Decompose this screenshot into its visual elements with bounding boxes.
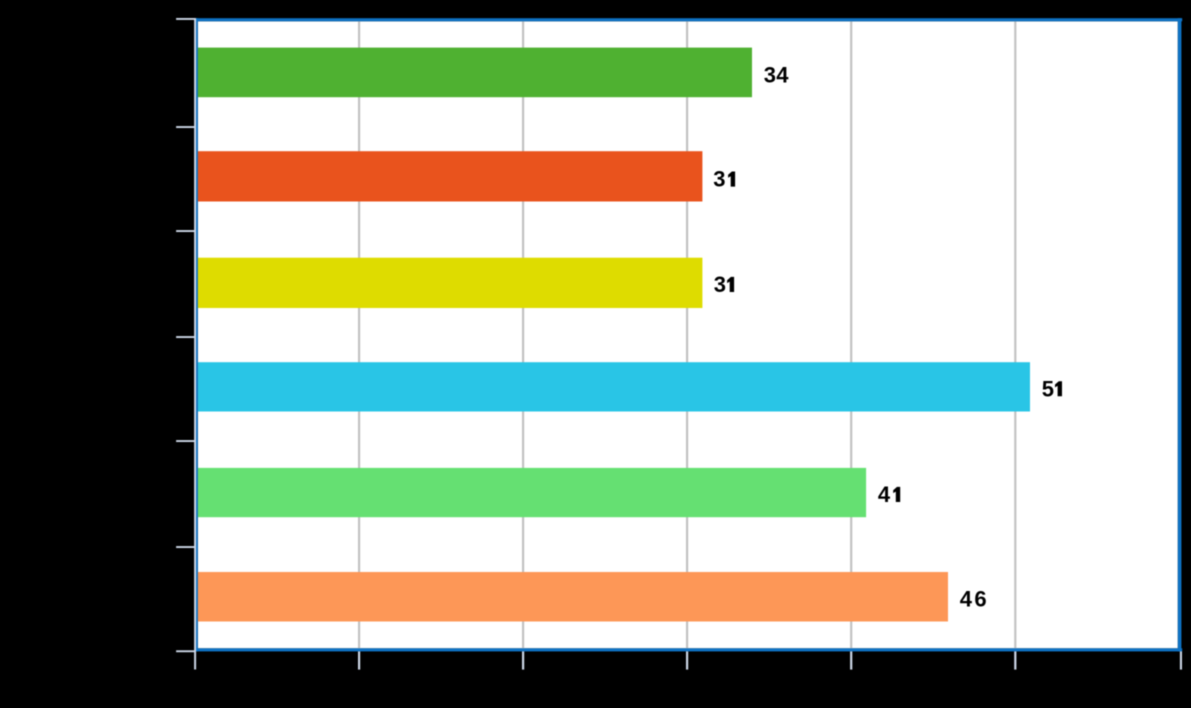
svg-text:4: 4 [776, 63, 789, 88]
svg-text:3: 3 [764, 63, 776, 88]
svg-text:4: 4 [878, 482, 891, 507]
svg-text:3: 3 [714, 272, 726, 297]
svg-text:3: 3 [713, 167, 725, 192]
svg-text:6: 6 [974, 586, 986, 611]
svg-text:4: 4 [960, 586, 973, 611]
svg-text:5: 5 [1042, 376, 1054, 401]
